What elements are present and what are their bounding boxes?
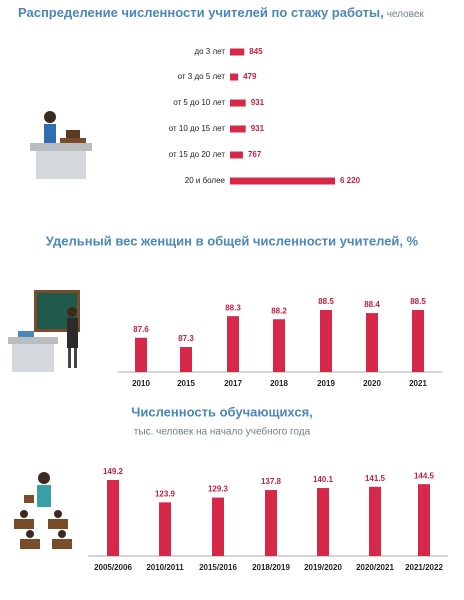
value-label: 123.9 xyxy=(155,489,176,498)
value-label: 144.5 xyxy=(414,471,435,480)
value-label: 767 xyxy=(248,150,262,159)
bar xyxy=(320,310,332,372)
category-label: от 15 до 20 лет xyxy=(169,150,226,159)
value-label: 129.3 xyxy=(208,485,229,494)
chart-subtitle: тыс. человек на начало учебного года xyxy=(134,426,311,438)
chart-title: Распределение численности учителей по ст… xyxy=(18,5,424,20)
bar xyxy=(418,484,430,556)
category-label: от 5 до 10 лет xyxy=(173,98,225,107)
chart-title: Численность обучающихся, xyxy=(131,404,313,419)
x-tick-label: 2010 xyxy=(132,379,150,388)
value-label: 88.5 xyxy=(318,297,334,306)
value-label: 87.6 xyxy=(133,325,149,334)
bar xyxy=(159,502,171,556)
x-tick-label: 2017 xyxy=(224,379,242,388)
class-icon xyxy=(14,472,72,549)
bar xyxy=(265,490,277,556)
bar xyxy=(230,125,246,133)
value-label: 88.5 xyxy=(410,297,426,306)
bar xyxy=(230,177,335,185)
value-label: 88.2 xyxy=(271,306,287,315)
teacher-desk-icon xyxy=(30,111,92,179)
bar xyxy=(227,316,239,372)
category-label: от 3 до 5 лет xyxy=(178,72,226,81)
x-tick-label: 2010/2011 xyxy=(146,563,184,572)
bar xyxy=(412,310,424,372)
bar xyxy=(369,486,381,556)
value-label: 845 xyxy=(249,47,263,56)
x-tick-label: 2021 xyxy=(409,379,427,388)
bar xyxy=(230,99,246,107)
value-label: 137.8 xyxy=(261,477,282,486)
x-tick-label: 2015/2016 xyxy=(199,563,237,572)
chart-title: Удельный вес женщин в общей численности … xyxy=(46,233,419,248)
x-tick-label: 2018 xyxy=(270,379,288,388)
bar xyxy=(230,73,239,81)
value-label: 88.3 xyxy=(225,303,241,312)
x-tick-label: 2005/2006 xyxy=(94,563,132,572)
value-label: 6 220 xyxy=(340,176,361,185)
bar xyxy=(212,497,224,556)
value-label: 140.1 xyxy=(313,475,334,484)
bar xyxy=(107,480,119,556)
x-tick-label: 2019/2020 xyxy=(304,563,342,572)
bar xyxy=(230,151,243,159)
bar xyxy=(273,319,285,372)
teacher-board-icon xyxy=(8,290,80,372)
chart-title-text: Распределение численности учителей по ст… xyxy=(18,5,384,20)
x-tick-label: 2020 xyxy=(363,379,381,388)
value-label: 87.3 xyxy=(178,334,194,343)
category-label: от 10 до 15 лет xyxy=(169,124,226,133)
bar xyxy=(317,488,329,556)
bar xyxy=(366,313,378,372)
chart-subtitle: человек xyxy=(387,9,425,20)
x-tick-label: 2020/2021 xyxy=(356,563,394,572)
value-label: 88.4 xyxy=(364,300,380,309)
category-label: до 3 лет xyxy=(194,47,225,56)
x-tick-label: 2018/2019 xyxy=(252,563,290,572)
x-tick-label: 2019 xyxy=(317,379,335,388)
x-tick-label: 2015 xyxy=(177,379,195,388)
bar xyxy=(180,347,192,372)
bar xyxy=(135,337,147,372)
value-label: 479 xyxy=(243,72,257,81)
value-label: 149.2 xyxy=(103,467,124,476)
value-label: 931 xyxy=(251,124,265,133)
category-label: 20 и более xyxy=(185,176,226,185)
value-label: 931 xyxy=(251,98,265,107)
bar xyxy=(230,48,245,56)
x-tick-label: 2021/2022 xyxy=(405,563,443,572)
value-label: 141.5 xyxy=(365,474,386,483)
